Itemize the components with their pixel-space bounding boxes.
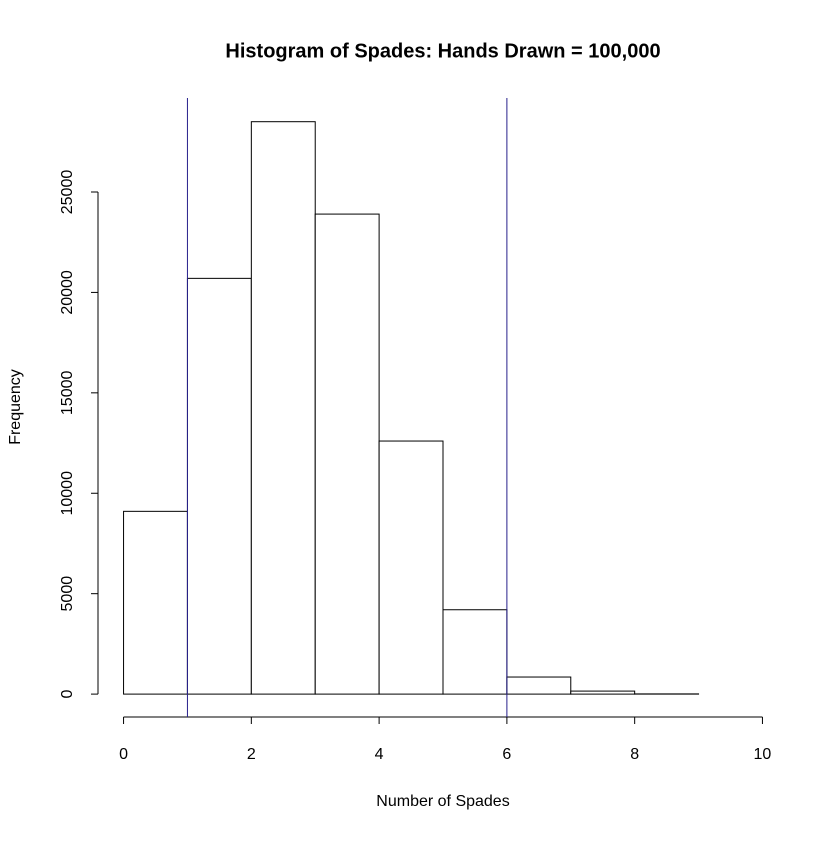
- y-tick-label: 20000: [59, 270, 76, 315]
- bar: [315, 214, 379, 694]
- bar: [187, 278, 251, 694]
- y-tick-label: 10000: [59, 471, 76, 516]
- x-tick-label: 10: [754, 746, 772, 763]
- bar: [251, 122, 315, 694]
- x-tick-label: 8: [630, 746, 639, 763]
- x-axis-label: Number of Spades: [376, 793, 509, 810]
- bar: [443, 610, 507, 694]
- y-tick-label: 5000: [59, 576, 76, 612]
- bar: [379, 441, 443, 694]
- x-tick-label: 6: [502, 746, 511, 763]
- bar: [507, 677, 571, 694]
- chart-title: Histogram of Spades: Hands Drawn = 100,0…: [225, 40, 660, 62]
- bar: [571, 691, 635, 694]
- y-tick-label: 0: [59, 690, 76, 699]
- y-axis-label: Frequency: [7, 369, 24, 445]
- bar: [124, 511, 188, 694]
- y-tick-label: 15000: [59, 370, 76, 415]
- x-tick-label: 4: [375, 746, 384, 763]
- y-tick-label: 25000: [59, 170, 76, 215]
- x-tick-label: 0: [119, 746, 128, 763]
- x-tick-label: 2: [247, 746, 256, 763]
